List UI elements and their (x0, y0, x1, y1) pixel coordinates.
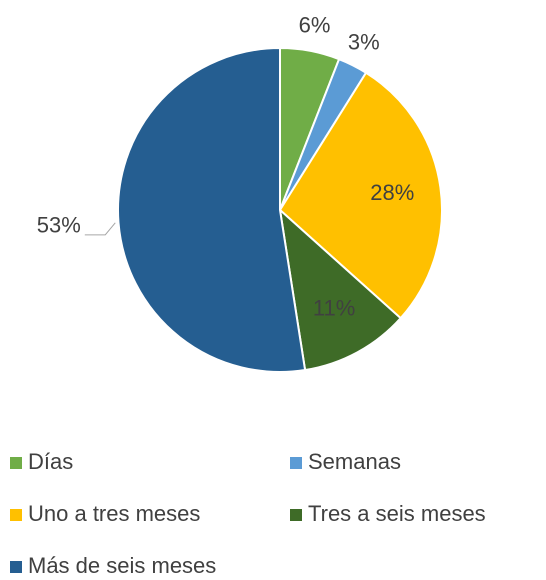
leader-line (84, 222, 116, 236)
pie-slice (117, 46, 307, 373)
data-label: 3% (348, 29, 380, 54)
legend-swatch (290, 509, 302, 521)
data-label: 6% (299, 13, 331, 38)
data-label: 11% (313, 295, 355, 320)
legend-swatch (290, 457, 302, 469)
legend-label: Semanas (308, 449, 401, 474)
pie-slice (278, 207, 403, 372)
legend-label: Más de seis meses (28, 553, 216, 578)
legend-label: Uno a tres meses (28, 501, 200, 526)
legend-label: Días (28, 449, 73, 474)
legend-swatch (10, 561, 22, 573)
legend-swatch (10, 457, 22, 469)
legend-label: Tres a seis meses (308, 501, 486, 526)
data-label: 53% (37, 212, 81, 237)
pie-slice (278, 71, 443, 320)
data-label: 28% (370, 180, 414, 205)
legend-swatch (10, 509, 22, 521)
